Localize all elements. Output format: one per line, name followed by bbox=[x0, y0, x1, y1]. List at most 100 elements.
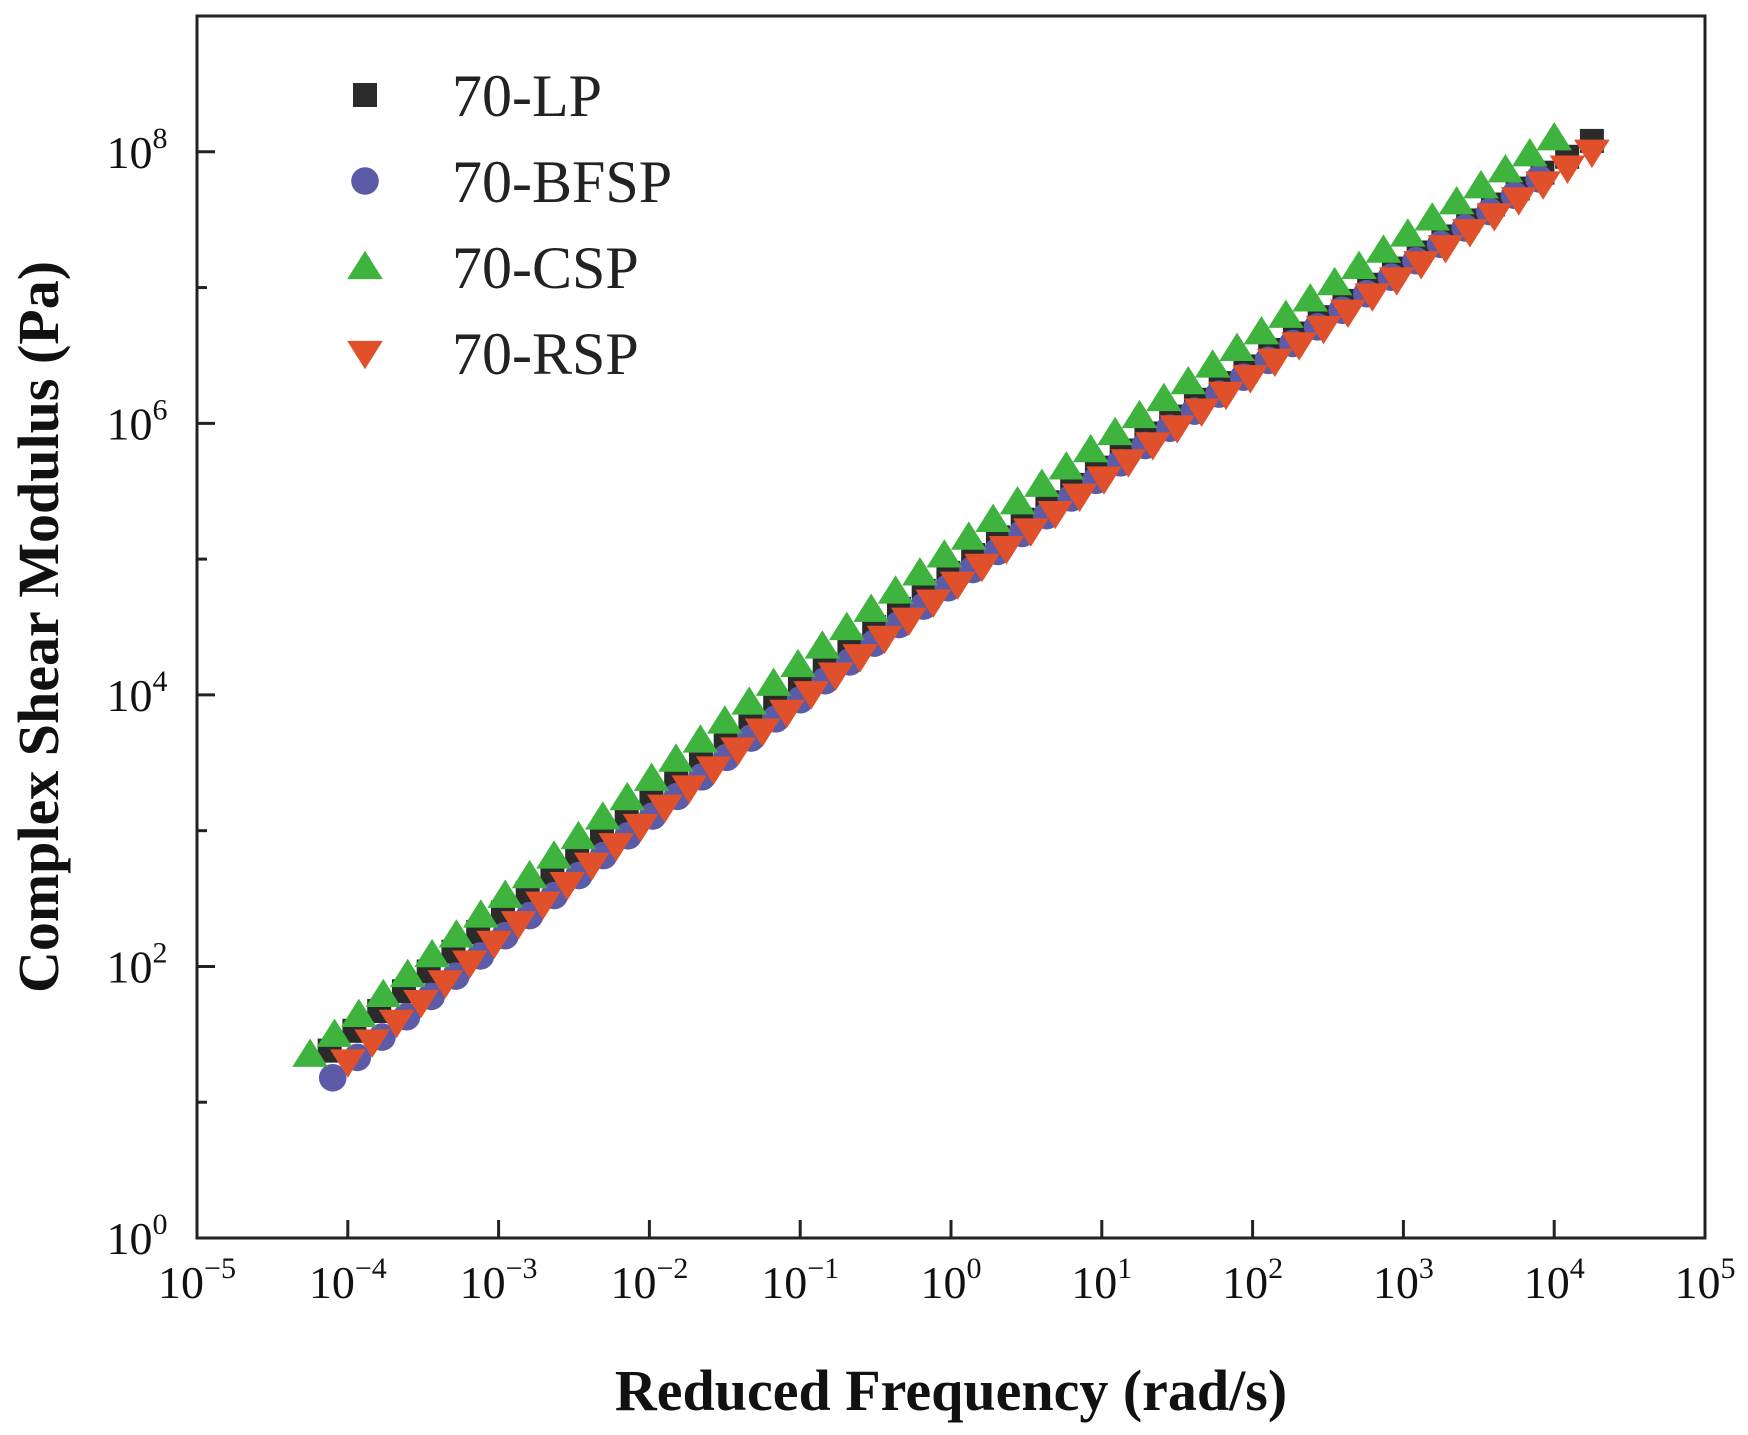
data-point-70-CSP bbox=[658, 743, 694, 772]
data-point-70-CSP bbox=[804, 630, 841, 659]
data-point-70-RSP bbox=[1256, 348, 1293, 378]
legend-label: 70-LP bbox=[452, 63, 602, 129]
data-point-70-CSP bbox=[316, 1018, 353, 1047]
data-point-70-RSP bbox=[1476, 203, 1513, 232]
y-tick-label: 106 bbox=[107, 393, 168, 449]
data-point-70-RSP bbox=[915, 589, 952, 618]
data-point-70-CSP bbox=[1146, 382, 1182, 412]
data-point-70-RSP bbox=[695, 756, 732, 785]
data-point-70-RSP bbox=[1061, 483, 1098, 512]
data-point-70-RSP bbox=[500, 911, 537, 940]
y-tick-label: 104 bbox=[107, 665, 168, 721]
data-point-70-CSP bbox=[1292, 283, 1329, 312]
data-point-70-RSP bbox=[329, 1049, 366, 1078]
data-point-70-CSP bbox=[341, 998, 377, 1027]
data-point-70-CSP bbox=[1024, 468, 1060, 497]
data-point-70-RSP bbox=[1281, 332, 1317, 361]
data-point-70-RSP bbox=[1549, 155, 1586, 184]
data-point-70-RSP bbox=[1110, 449, 1147, 478]
y-tick-label: 108 bbox=[107, 122, 168, 178]
data-point-70-RSP bbox=[451, 950, 488, 979]
data-point-70-RSP bbox=[1208, 381, 1244, 411]
data-point-70-RSP bbox=[988, 536, 1025, 565]
x-axis-title: Reduced Frequency (rad/s) bbox=[615, 1358, 1287, 1423]
data-point-70-RSP bbox=[476, 930, 512, 960]
data-point-70-RSP bbox=[1427, 235, 1464, 264]
data-point-70-RSP bbox=[1183, 398, 1220, 427]
data-point-70-CSP bbox=[1048, 451, 1085, 480]
data-point-70-RSP bbox=[1452, 219, 1488, 248]
data-point-70-CSP bbox=[731, 686, 768, 715]
data-point-70-RSP bbox=[1378, 267, 1415, 296]
data-point-70-CSP bbox=[1487, 153, 1524, 183]
data-point-70-CSP bbox=[706, 705, 743, 734]
data-point-70-CSP bbox=[389, 958, 426, 988]
x-tick-label: 105 bbox=[1675, 1252, 1736, 1308]
data-point-70-RSP bbox=[1330, 299, 1366, 328]
data-point-70-RSP bbox=[549, 872, 586, 901]
x-tick-label: 103 bbox=[1373, 1252, 1434, 1308]
data-point-70-RSP bbox=[1232, 365, 1269, 394]
data-point-70-RSP bbox=[793, 681, 830, 710]
data-point-70-RSP bbox=[817, 662, 854, 691]
data-point-70-CSP bbox=[755, 667, 792, 696]
data-point-70-RSP bbox=[1134, 432, 1171, 461]
data-point-70-RSP bbox=[354, 1029, 391, 1058]
data-markers bbox=[292, 122, 1610, 1092]
data-point-70-CSP bbox=[828, 611, 865, 641]
data-point-70-BFSP bbox=[318, 1063, 347, 1092]
data-point-70-CSP bbox=[1121, 399, 1158, 429]
data-point-70-RSP bbox=[671, 775, 708, 804]
series-70-RSP bbox=[329, 139, 1610, 1078]
data-point-70-RSP bbox=[744, 718, 781, 747]
data-point-70-RSP bbox=[378, 1009, 415, 1039]
plot-area bbox=[195, 14, 1707, 1240]
data-point-70-CSP bbox=[1243, 316, 1280, 345]
data-point-70-CSP bbox=[1316, 266, 1353, 296]
data-point-70-RSP bbox=[1305, 315, 1342, 345]
x-tick-label: 10−5 bbox=[158, 1252, 236, 1308]
data-point-70-CSP bbox=[560, 820, 597, 850]
data-point-70-CSP bbox=[633, 762, 670, 791]
legend: 70-LP 70-BFSP 70-CSP 70-RSP bbox=[347, 63, 672, 387]
data-point-70-CSP bbox=[1536, 122, 1573, 151]
data-point-70-CSP bbox=[682, 724, 719, 753]
x-tick-label: 104 bbox=[1524, 1252, 1585, 1308]
x-tick-label: 102 bbox=[1222, 1252, 1283, 1308]
data-point-70-RSP bbox=[622, 813, 659, 843]
y-axis-title: Complex Shear Modulus (Pa) bbox=[6, 261, 71, 993]
legend-marker-70-RSP bbox=[347, 340, 383, 370]
data-point-70-CSP bbox=[1170, 365, 1207, 395]
data-point-70-RSP bbox=[573, 852, 610, 881]
data-point-70-CSP bbox=[877, 575, 914, 604]
data-point-70-CSP bbox=[1463, 170, 1499, 199]
legend-label: 70-RSP bbox=[452, 321, 639, 387]
data-point-70-RSP bbox=[866, 625, 903, 655]
data-point-70-RSP bbox=[1354, 283, 1391, 312]
data-point-70-RSP bbox=[525, 891, 561, 920]
x-tick-label: 101 bbox=[1071, 1252, 1132, 1308]
data-point-70-CSP bbox=[1268, 299, 1304, 328]
data-point-70-RSP bbox=[769, 699, 805, 729]
x-tick-label: 10−2 bbox=[610, 1252, 688, 1308]
data-point-70-RSP bbox=[1159, 415, 1196, 444]
legend-marker-70-BFSP bbox=[351, 167, 379, 195]
data-point-70-CSP bbox=[511, 859, 548, 889]
data-point-70-CSP bbox=[950, 521, 987, 550]
data-point-70-CSP bbox=[1390, 218, 1426, 247]
data-point-70-RSP bbox=[939, 571, 976, 600]
legend-label: 70-BFSP bbox=[452, 149, 672, 215]
data-point-70-RSP bbox=[1013, 518, 1049, 547]
data-point-70-CSP bbox=[1341, 250, 1377, 279]
data-point-70-CSP bbox=[1365, 234, 1402, 263]
data-point-70-CSP bbox=[926, 539, 963, 568]
x-tick-label: 10−1 bbox=[761, 1252, 839, 1308]
minor-ticks bbox=[197, 286, 207, 1104]
data-point-70-RSP bbox=[1574, 139, 1610, 168]
data-point-70-RSP bbox=[1403, 251, 1439, 280]
data-point-70-CSP bbox=[975, 503, 1011, 532]
x-tick-label: 10−3 bbox=[460, 1252, 538, 1308]
x-tick-label: 10−4 bbox=[309, 1252, 387, 1308]
data-point-70-CSP bbox=[536, 840, 572, 869]
x-axis: 10−5 10−4 10−3 10−2 10−1 100 101 102 103 104 105 bbox=[158, 1220, 1736, 1308]
